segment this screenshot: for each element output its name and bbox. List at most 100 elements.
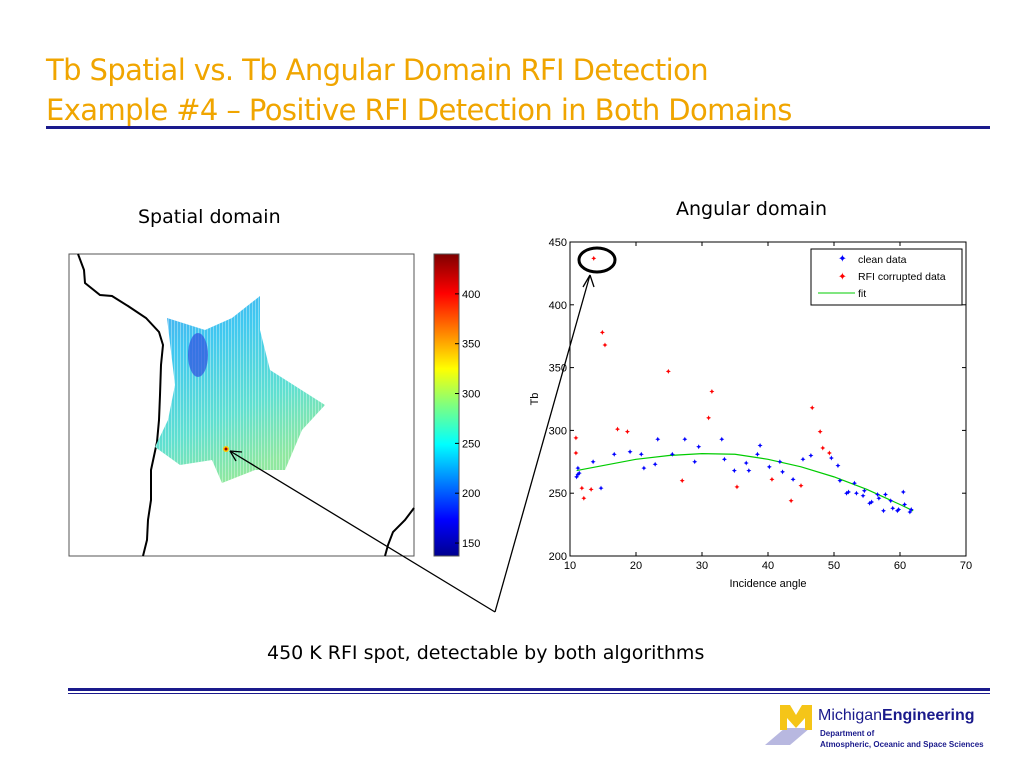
rfi-point (798, 483, 804, 489)
clean-point (908, 507, 914, 513)
colorbar-tick-label: 250 (462, 438, 480, 450)
rfi-point (581, 495, 587, 501)
clean-point (655, 436, 661, 442)
clean-point (860, 493, 866, 499)
coastline-east (384, 507, 415, 557)
legend-marker-rfi: ✦ (838, 271, 847, 283)
slide-title-line2: Example #4 – Positive RFI Detection in B… (46, 93, 792, 127)
clean-point (757, 442, 763, 448)
logo-dept-line1: Department of (820, 729, 875, 738)
footer-rule-top (68, 688, 990, 691)
logo-engineering: Engineering (882, 707, 975, 724)
logo-dept-line2: Atmospheric, Oceanic and Space Sciences (820, 740, 984, 749)
clean-point (641, 465, 647, 471)
clean-point (851, 480, 857, 486)
rfi-point (709, 388, 715, 394)
clean-point (875, 491, 881, 497)
clean-point (835, 463, 841, 469)
clean-point (746, 468, 752, 474)
x-tick-label: 10 (564, 560, 576, 572)
x-tick-label: 40 (762, 560, 774, 572)
clean-point (861, 488, 867, 494)
rfi-point (706, 415, 712, 421)
colorbar-tick-label: 350 (462, 339, 480, 351)
title-rule (46, 126, 990, 129)
rfi-point (734, 484, 740, 490)
clean-point (837, 478, 843, 484)
legend-fit: fit (858, 288, 866, 300)
clean-point (575, 471, 581, 477)
x-tick-label: 30 (696, 560, 708, 572)
y-tick-label: 350 (549, 363, 567, 375)
clean-point (731, 468, 737, 474)
clean-point (846, 489, 852, 495)
clean-point (627, 449, 633, 455)
clean-point (790, 476, 796, 482)
clean-point (800, 456, 806, 462)
clean-point (598, 485, 604, 491)
y-tick-label: 400 (549, 300, 567, 312)
clean-point (574, 474, 580, 480)
legend-rfi: RFI corrupted data (858, 271, 946, 283)
arrow-to-spatial (229, 450, 496, 613)
legend-clean: clean data (858, 254, 907, 266)
rfi-point (826, 450, 832, 456)
coastline-west (77, 253, 165, 557)
rfi-point (599, 329, 605, 335)
x-tick-label: 70 (960, 560, 972, 572)
clean-point (890, 505, 896, 511)
clean-point (876, 495, 882, 501)
rfi-point (624, 429, 630, 435)
clean-point (682, 436, 688, 442)
legend: ✦ clean data ✦ RFI corrupted data fit (810, 248, 963, 306)
rfi-point (615, 426, 621, 432)
clean-point (907, 509, 913, 515)
clean-point (638, 451, 644, 457)
fit-line (576, 453, 914, 512)
legend-marker-clean: ✦ (838, 253, 847, 265)
x-tick-label: 20 (630, 560, 642, 572)
footer-rule-bottom (68, 693, 990, 694)
clean-point (696, 444, 702, 450)
slide-title-line1: Tb Spatial vs. Tb Angular Domain RFI Det… (46, 53, 709, 87)
colorbar (433, 253, 460, 557)
rfi-point (817, 429, 823, 435)
rfi-point (769, 476, 775, 482)
clean-point (853, 490, 859, 496)
colorbar-tick-label: 150 (462, 538, 480, 550)
clean-point (575, 465, 581, 471)
clean-point (719, 436, 725, 442)
clean-point (780, 469, 786, 475)
clean-point (590, 459, 596, 465)
clean-point (894, 508, 900, 514)
colorbar-tick-label: 200 (462, 488, 480, 500)
clean-point (754, 451, 760, 457)
clean-point (888, 498, 894, 504)
rfi-point (588, 486, 594, 492)
clean-point (896, 507, 902, 513)
x-axis-label: Incidence angle (729, 578, 806, 590)
clean-point (576, 470, 582, 476)
rfi-point (591, 255, 597, 261)
block-m-icon (765, 705, 812, 745)
logo-michigan: Michigan (818, 707, 883, 724)
cold-region (188, 333, 208, 377)
clean-point (902, 502, 908, 508)
clean-point (900, 489, 906, 495)
clean-point (881, 508, 886, 514)
rfi-point (573, 435, 579, 441)
y-tick-label: 250 (549, 488, 567, 500)
clean-point (721, 456, 727, 462)
arrow-to-angular (494, 274, 591, 613)
x-tick-label: 50 (828, 560, 840, 572)
rfi-point (820, 445, 826, 451)
clean-point (869, 499, 875, 505)
clean-point (828, 455, 834, 461)
clean-point (808, 453, 814, 459)
clean-point (867, 500, 873, 506)
y-tick-label: 300 (549, 425, 567, 437)
y-axis-label: Tb (529, 393, 541, 406)
rfi-point (573, 450, 579, 456)
michigan-engineering-logo: MichiganEngineering Department of Atmosp… (760, 700, 1000, 755)
